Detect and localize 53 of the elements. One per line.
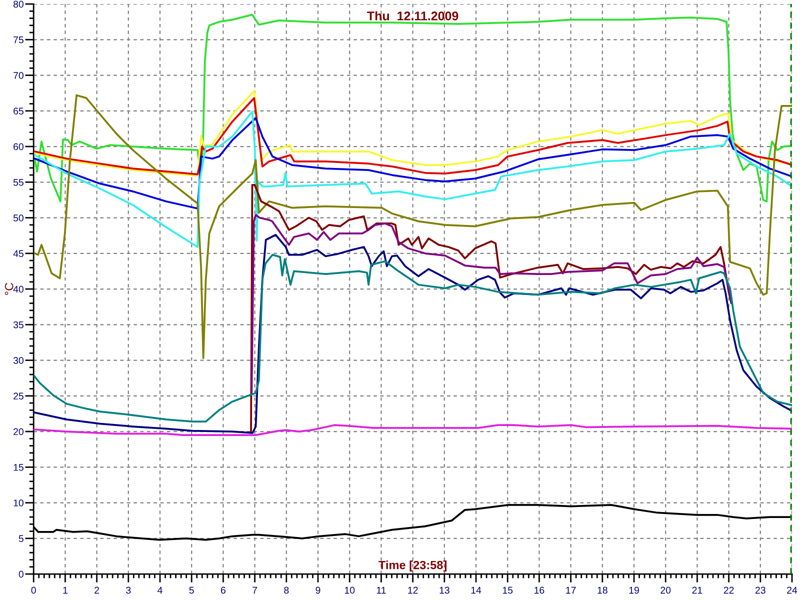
y-tick-label: 0 — [18, 570, 24, 578]
x-tick-label: 9 — [316, 586, 320, 594]
y-tick-label: 30 — [13, 357, 24, 364]
x-tick-label: 12 — [408, 586, 418, 594]
x-tick-label: 19 — [629, 586, 639, 594]
x-tick-label: 16 — [534, 586, 544, 594]
y-tick-label: 35 — [13, 321, 24, 328]
y-tick-label: 55 — [13, 178, 24, 186]
line-series — [250, 214, 733, 394]
y-tick-label: 20 — [14, 428, 24, 436]
line-series — [34, 234, 792, 434]
x-tick-label: 22 — [724, 586, 734, 594]
x-tick-label: 13 — [440, 586, 450, 594]
x-tick-label: 6 — [220, 586, 226, 594]
y-tick-label: 80 — [13, 0, 24, 8]
x-tick-label: 14 — [471, 586, 482, 594]
y-tick-label: 25 — [14, 392, 24, 400]
y-tick-label: 65 — [14, 108, 24, 115]
x-tick-label: 18 — [598, 586, 608, 594]
y-tick-label: 70 — [14, 72, 24, 79]
x-tick-label: 2 — [94, 586, 100, 594]
x-tick-label: 21 — [692, 586, 702, 594]
x-tick-label: 4 — [158, 586, 162, 594]
y-axis-title: °C — [4, 282, 14, 295]
y-tick-label: 5 — [18, 535, 24, 542]
line-series — [34, 117, 792, 210]
y-tick-label: 40 — [13, 286, 24, 293]
y-tick-label: 45 — [13, 250, 24, 258]
x-tick-label: 15 — [502, 586, 513, 594]
x-tick-label: 17 — [566, 586, 576, 594]
x-tick-label: 8 — [284, 586, 289, 594]
x-tick-label: 24 — [787, 586, 798, 594]
x-tick-label: 0 — [31, 586, 36, 594]
line-series — [250, 184, 732, 432]
x-axis-title: Time [23:58] — [378, 560, 446, 572]
x-tick-label: 11 — [376, 586, 386, 594]
line-series — [34, 254, 792, 422]
x-tick-label: 3 — [126, 586, 131, 594]
y-tick-label: 15 — [14, 464, 24, 471]
y-tick-label: 75 — [14, 36, 24, 44]
y-tick-label: 10 — [14, 500, 24, 506]
y-tick-label: 50 — [13, 214, 24, 222]
x-tick-label: 20 — [660, 586, 671, 594]
line-series — [34, 110, 792, 248]
x-tick-label: 23 — [755, 586, 766, 594]
chart-title: Thu 12.11.2009 — [367, 11, 458, 20]
x-tick-label: 7 — [252, 586, 258, 594]
line-series — [34, 424, 792, 436]
x-tick-label: 5 — [189, 586, 194, 594]
line-series — [34, 94, 792, 360]
x-tick-label: 1 — [63, 586, 68, 594]
y-tick-label: 60 — [14, 143, 24, 150]
x-tick-label: 10 — [344, 586, 355, 594]
